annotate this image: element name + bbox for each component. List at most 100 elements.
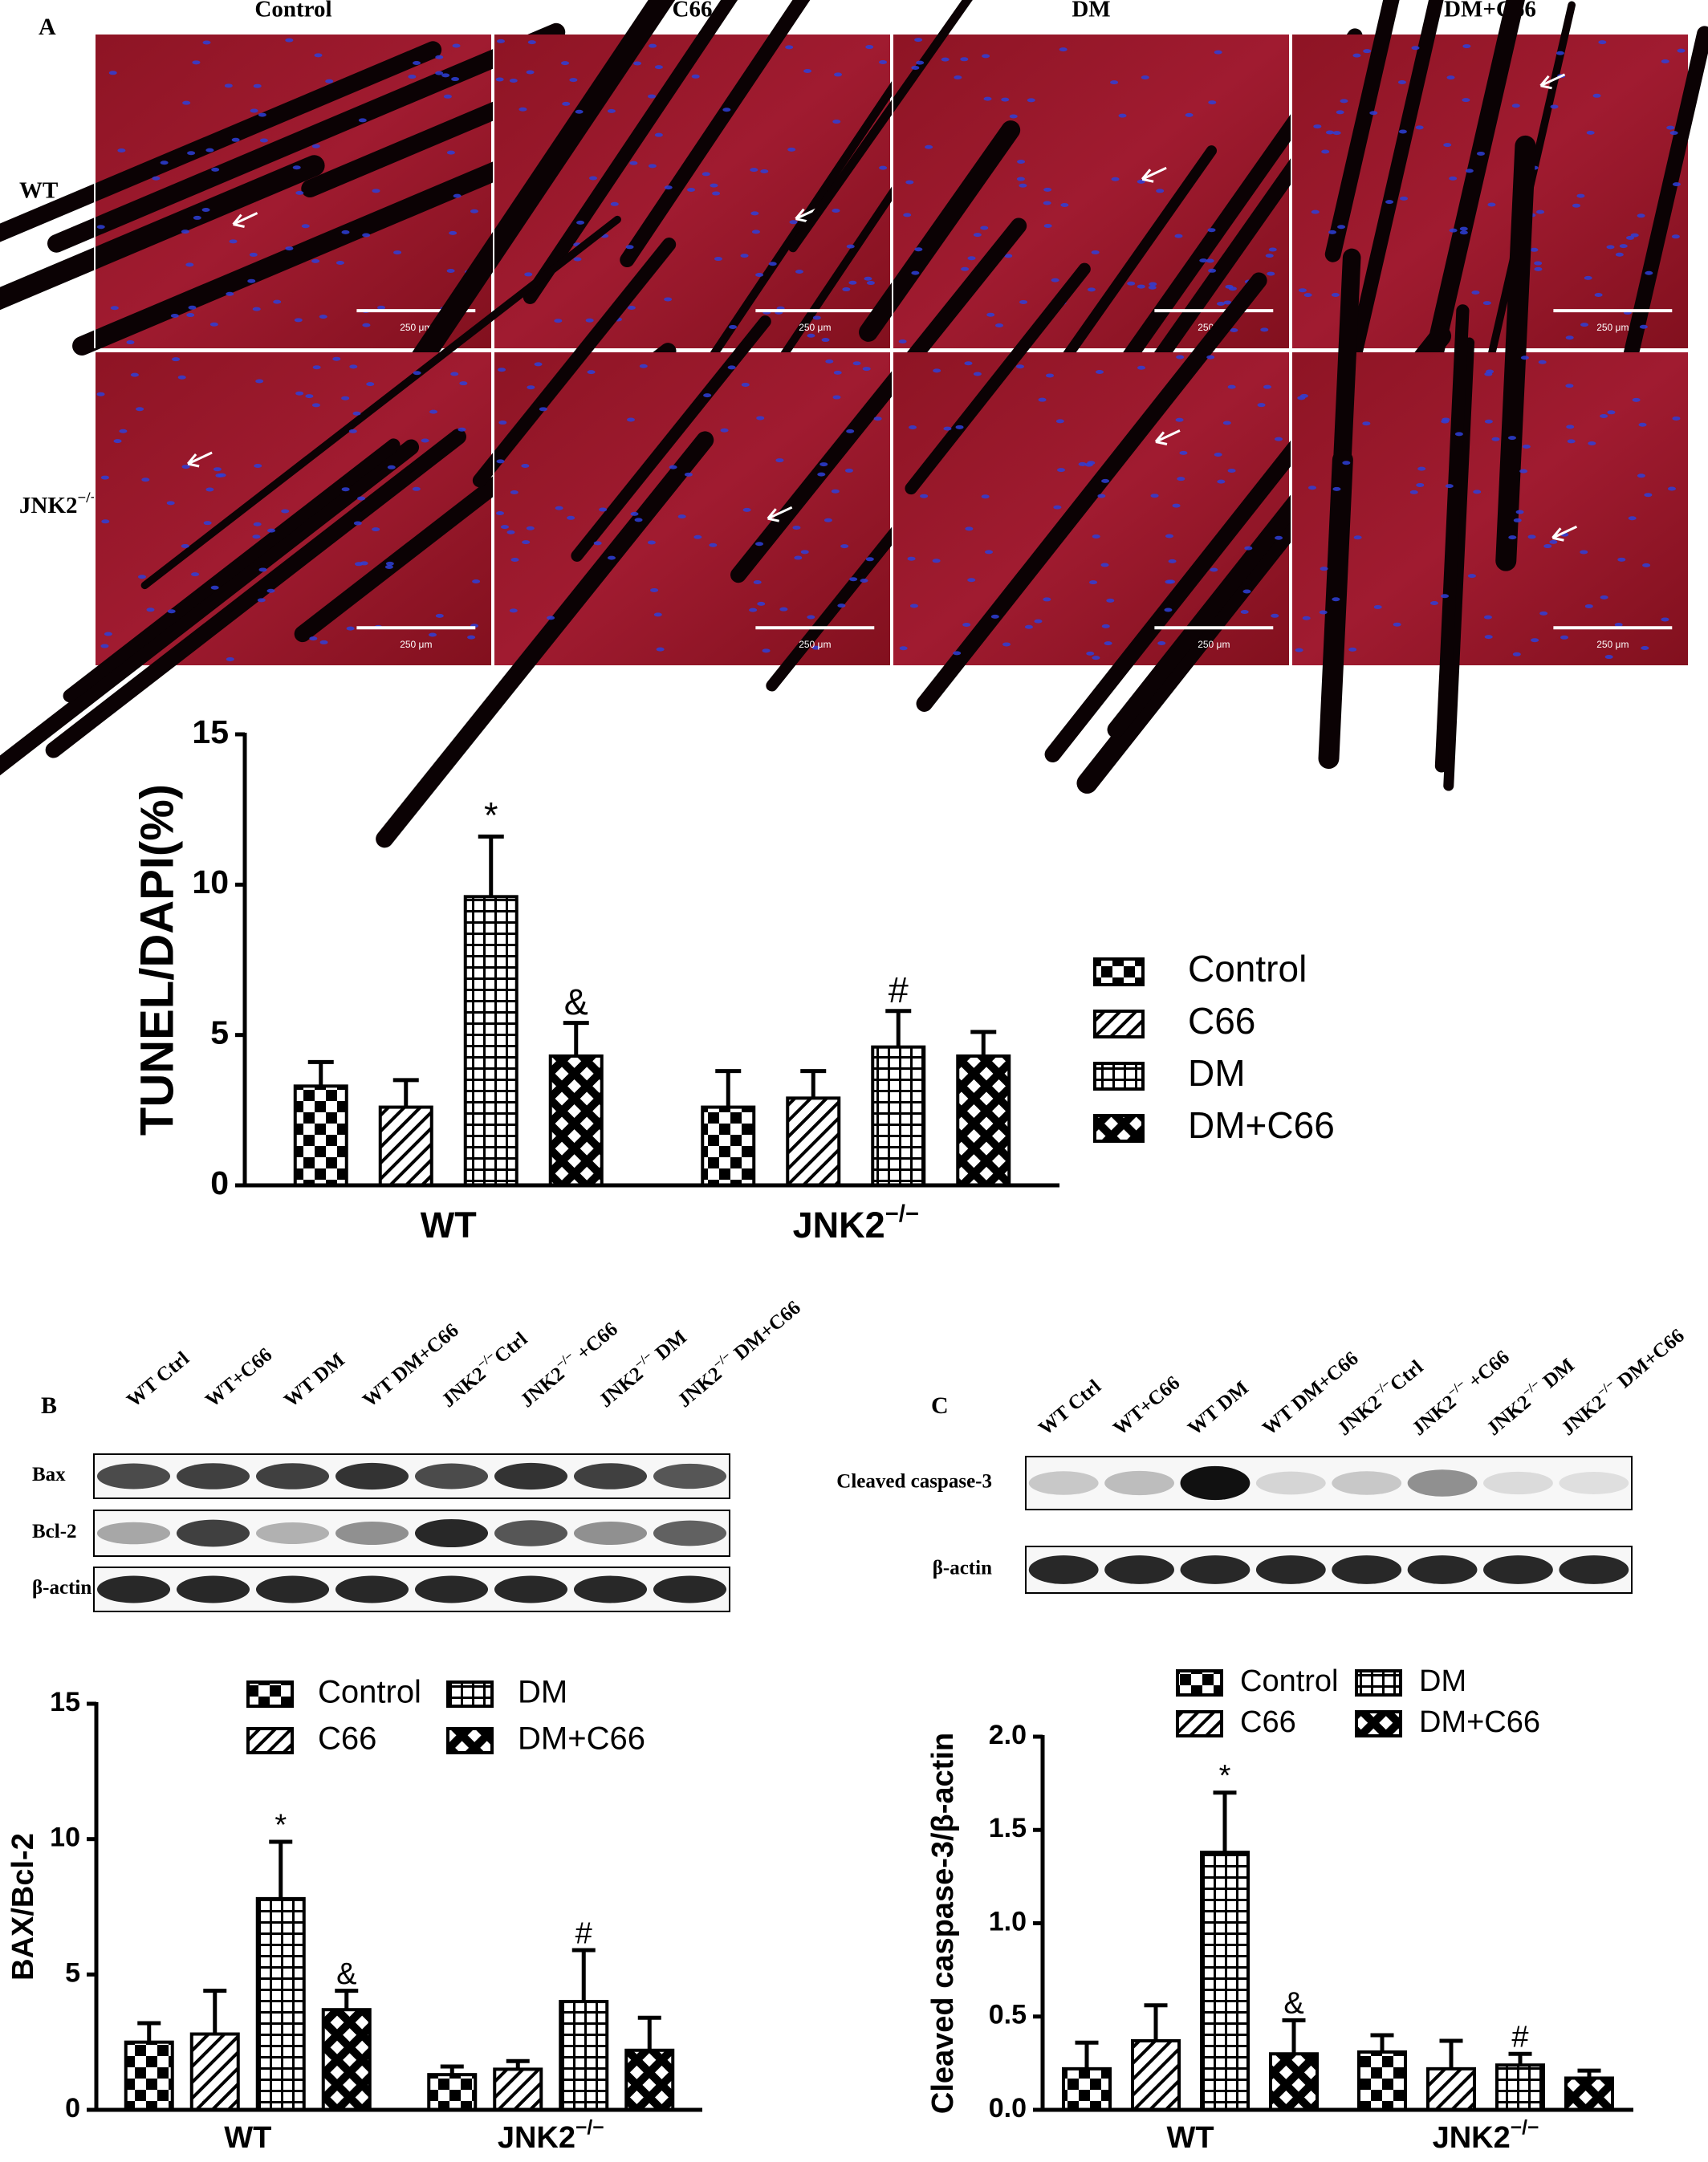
bar	[1495, 2063, 1545, 2111]
nucleus	[664, 185, 673, 190]
nucleus	[1454, 432, 1463, 437]
nucleus	[384, 565, 393, 570]
nucleus	[191, 572, 200, 577]
nucleus	[807, 615, 815, 620]
bar	[293, 1084, 348, 1187]
legend-swatch	[446, 1727, 494, 1754]
nucleus	[472, 579, 481, 583]
nucleus	[1484, 419, 1493, 424]
nucleus	[844, 468, 853, 473]
nucleus	[654, 132, 663, 137]
nucleus	[192, 60, 201, 65]
blot-band	[1180, 1465, 1250, 1501]
blot-band	[255, 1522, 330, 1544]
lane-label: WT Ctrl	[123, 1347, 193, 1412]
nucleus	[1101, 624, 1110, 628]
significance-mark: &	[336, 1957, 356, 1991]
legend-label: DM	[1188, 1052, 1246, 1094]
nucleus	[819, 462, 828, 467]
blot-band	[653, 1575, 727, 1603]
blot-band	[335, 1462, 409, 1490]
nucleus	[898, 339, 907, 343]
dark-gap	[0, 439, 420, 776]
nucleus	[953, 651, 962, 656]
nucleus	[1089, 580, 1098, 585]
nucleus	[1637, 473, 1645, 478]
legend-swatch	[1093, 1010, 1145, 1038]
nucleus	[346, 626, 355, 631]
dark-gap	[905, 262, 1091, 495]
nucleus	[1149, 282, 1157, 287]
nucleus	[1053, 505, 1062, 510]
nucleus	[1019, 183, 1027, 188]
significance-mark: #	[1511, 2021, 1528, 2054]
nucleus	[610, 201, 619, 206]
nucleus	[524, 272, 533, 277]
nucleus	[255, 379, 264, 384]
nucleus	[1257, 403, 1266, 408]
nucleus	[1362, 421, 1371, 426]
nucleus	[1536, 209, 1545, 214]
nucleus	[1446, 75, 1455, 80]
column-header: Control	[254, 0, 331, 22]
nucleus	[1001, 97, 1010, 102]
dark-gap	[384, 0, 676, 408]
legend-label: DM	[1419, 1664, 1466, 1698]
nucleus	[1217, 302, 1226, 307]
nucleus	[1638, 422, 1647, 427]
y-axis-label: Cleaved caspase-3/β-actin	[926, 1733, 960, 2114]
nucleus	[96, 225, 105, 230]
nucleus	[435, 71, 444, 75]
nucleus	[911, 270, 920, 275]
nucleus	[100, 475, 109, 480]
legend-swatch	[1176, 1669, 1223, 1697]
nucleus	[294, 318, 303, 323]
legend-label: C66	[1188, 1000, 1255, 1042]
nucleus	[1222, 421, 1231, 425]
nucleus	[920, 494, 929, 498]
nucleus	[101, 519, 110, 524]
nucleus	[1666, 125, 1675, 130]
nucleus	[1645, 270, 1653, 275]
nucleus	[1411, 46, 1420, 51]
nucleus	[325, 79, 334, 83]
nucleus	[1271, 613, 1279, 618]
nucleus	[1592, 93, 1601, 98]
nucleus	[1024, 624, 1033, 629]
nucleus	[1385, 200, 1394, 205]
nucleus	[1607, 410, 1616, 415]
nucleus	[506, 530, 515, 534]
nucleus	[1092, 656, 1100, 660]
nucleus	[995, 323, 1004, 328]
tissue	[96, 352, 491, 665]
nucleus	[1331, 292, 1340, 297]
nucleus	[1600, 595, 1608, 599]
nucleus	[152, 176, 161, 181]
nucleus	[1417, 466, 1426, 471]
nucleus	[413, 60, 421, 65]
nucleus	[1214, 50, 1222, 55]
nucleus	[1118, 113, 1127, 118]
micrograph: 250 μm	[0, 215, 677, 776]
nucleus	[1644, 493, 1653, 498]
nucleus	[794, 555, 803, 560]
dark-gap	[1348, 0, 1444, 360]
nucleus	[1015, 364, 1024, 369]
nucleus	[1580, 323, 1589, 327]
nucleus	[358, 118, 367, 123]
nucleus	[879, 60, 888, 65]
blot-band	[96, 1522, 171, 1545]
nucleus	[285, 38, 294, 43]
nucleus	[311, 403, 320, 408]
nucleus	[336, 261, 344, 266]
nucleus	[1340, 99, 1348, 104]
bar	[956, 1054, 1011, 1187]
nucleus	[1242, 589, 1251, 594]
nucleus	[1462, 44, 1471, 49]
nucleus	[916, 60, 925, 65]
bar	[1426, 2066, 1476, 2112]
significance-mark: #	[575, 1916, 592, 1950]
nucleus	[1078, 461, 1087, 466]
nucleus	[202, 40, 211, 45]
